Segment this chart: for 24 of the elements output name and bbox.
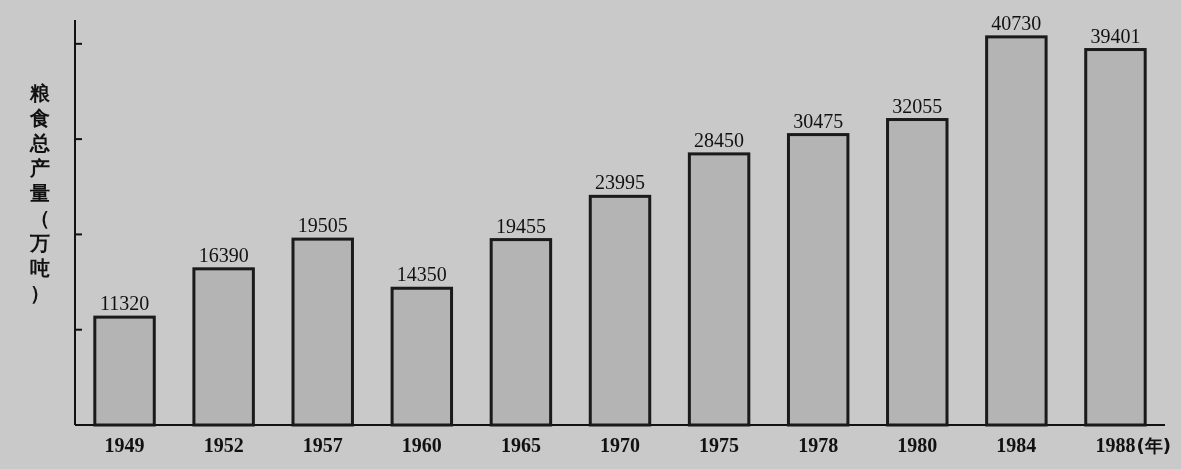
data-label: 14350: [396, 263, 447, 286]
x-tick-label: 1952: [203, 434, 244, 456]
data-label: 28450: [694, 128, 745, 151]
data-label: 16390: [198, 243, 249, 266]
x-tick-label: 1957: [302, 434, 343, 456]
text: 粮食总产量（万吨）: [30, 81, 50, 305]
data-label: 11320: [99, 292, 150, 315]
x-tick-label: 1980: [897, 434, 938, 456]
data-label: 23995: [595, 171, 645, 194]
x-tick-label: 1975: [699, 434, 740, 456]
x-axis-title: (年): [1136, 435, 1171, 456]
data-label: 30475: [793, 109, 844, 132]
data-label: 39401: [1090, 24, 1141, 47]
x-tick-label: 1965: [500, 434, 541, 456]
x-tick-label: 1978: [798, 434, 839, 456]
data-label: 32055: [892, 94, 943, 117]
x-tick-label: 1960: [401, 434, 442, 456]
x-tick-label: 1970: [600, 434, 640, 456]
x-tick-label: 1984: [996, 434, 1037, 456]
data-label: 19505: [297, 214, 348, 237]
data-label: 19455: [495, 214, 546, 237]
x-tick-label: 1988: [1095, 434, 1136, 456]
x-tick-label: 1949: [104, 434, 145, 456]
data-label: 40730: [991, 11, 1042, 34]
